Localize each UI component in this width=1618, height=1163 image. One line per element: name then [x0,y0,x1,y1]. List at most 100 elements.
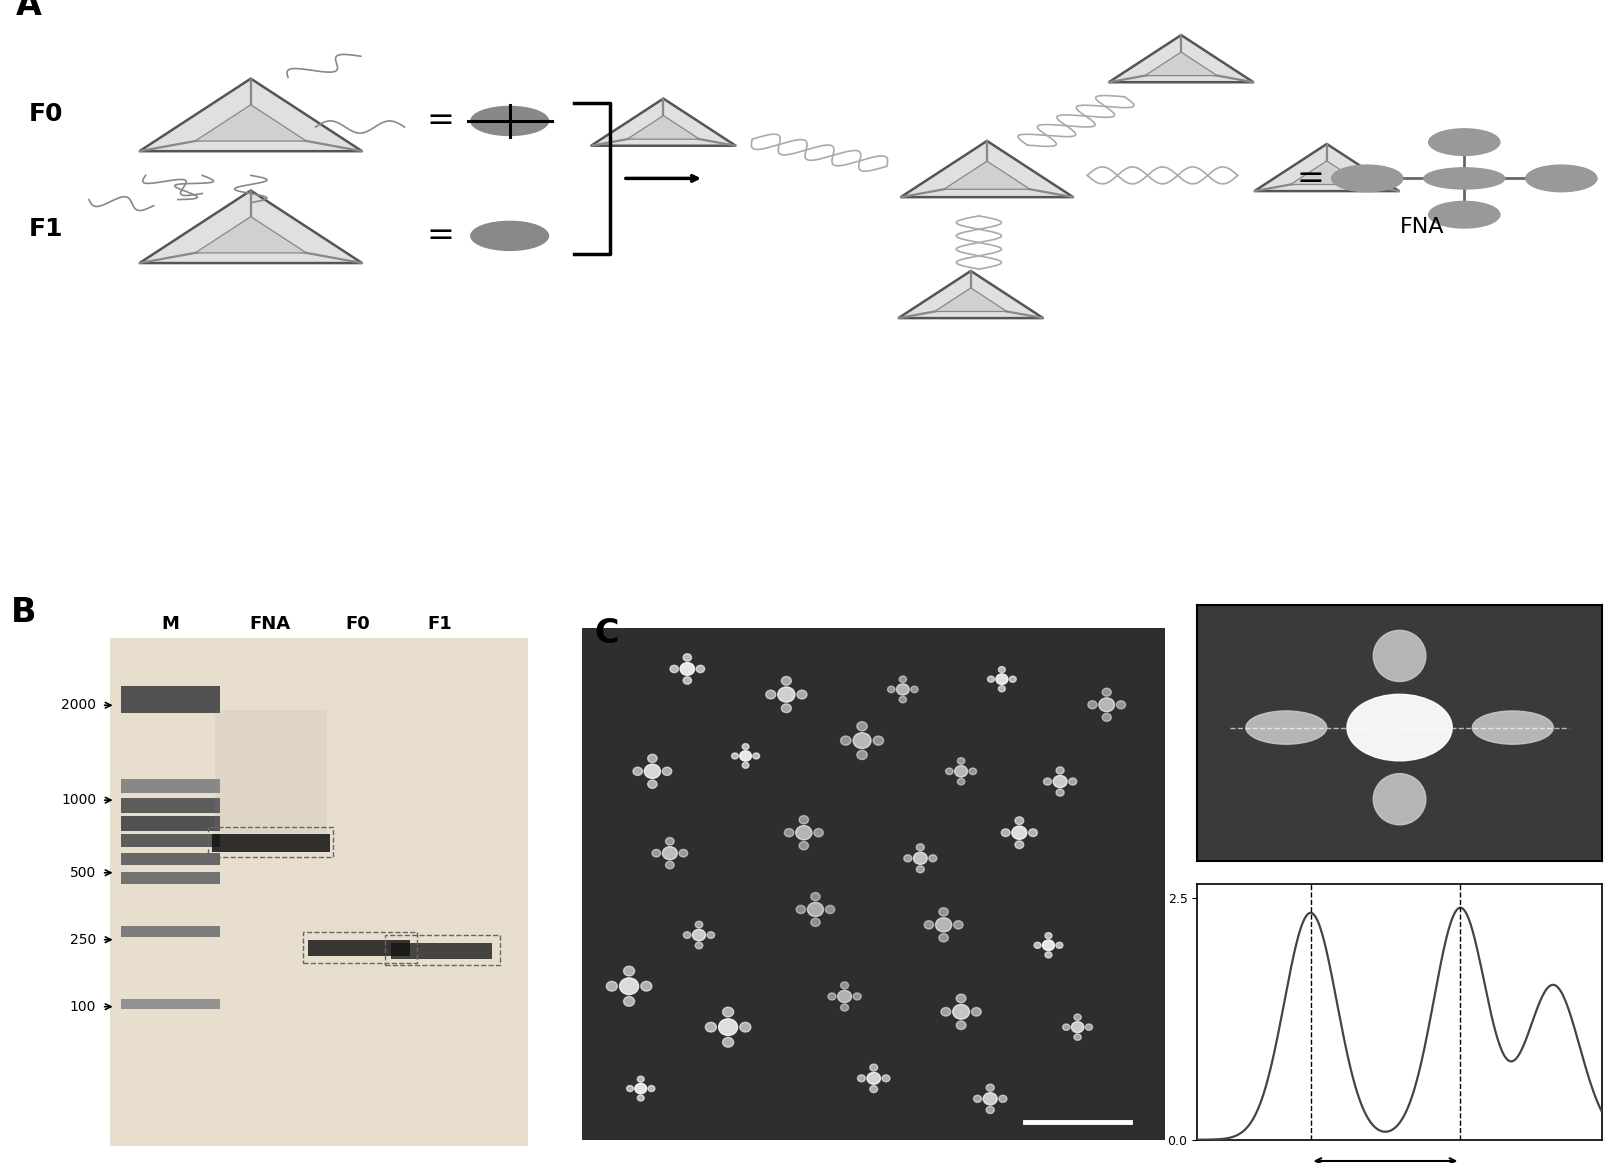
Circle shape [1045,951,1052,958]
Ellipse shape [1246,711,1327,744]
Circle shape [796,905,806,914]
Bar [385,935,500,965]
Circle shape [1526,165,1597,192]
Bar [121,926,220,937]
Circle shape [723,1037,733,1047]
Polygon shape [1146,52,1217,76]
Circle shape [1002,829,1010,836]
Circle shape [998,686,1005,692]
Circle shape [781,704,791,713]
Circle shape [1044,778,1052,785]
Circle shape [1014,841,1024,849]
Text: 250: 250 [70,933,97,947]
Bar [121,852,220,865]
Polygon shape [139,79,362,151]
Circle shape [929,855,937,862]
Circle shape [623,997,634,1006]
Circle shape [825,905,835,914]
Circle shape [1069,778,1076,785]
Circle shape [1074,1014,1081,1020]
Circle shape [984,1093,997,1105]
Text: 2000: 2000 [61,698,97,712]
Circle shape [680,849,688,857]
Circle shape [916,844,924,851]
Circle shape [683,654,691,661]
Polygon shape [196,216,306,252]
Polygon shape [898,271,1044,319]
Circle shape [1071,1021,1084,1033]
Ellipse shape [1374,773,1425,825]
Circle shape [971,1007,981,1016]
Circle shape [911,686,917,693]
Polygon shape [935,288,1006,312]
Polygon shape [1291,160,1362,185]
Text: =: = [426,105,455,137]
Circle shape [718,1019,738,1035]
Circle shape [623,966,634,976]
Circle shape [985,1106,995,1113]
Circle shape [956,994,966,1003]
Circle shape [1014,816,1024,825]
Text: A: A [16,0,42,22]
Circle shape [662,768,671,776]
Circle shape [838,991,851,1003]
Circle shape [785,828,794,837]
Bar [121,999,220,1009]
Circle shape [683,677,691,684]
Circle shape [1063,1023,1069,1030]
Ellipse shape [1424,167,1505,188]
Circle shape [935,918,951,932]
Circle shape [633,768,642,776]
Text: 100: 100 [70,1000,97,1014]
Circle shape [882,1075,890,1082]
Circle shape [958,757,964,764]
Circle shape [969,768,977,775]
Circle shape [995,673,1008,685]
Circle shape [705,1022,717,1032]
Circle shape [870,1064,877,1071]
Polygon shape [1254,144,1400,191]
Circle shape [683,932,691,939]
Text: =: = [426,220,455,252]
Circle shape [723,1007,733,1016]
Bar [209,827,333,857]
Circle shape [1099,698,1115,712]
Circle shape [985,1084,995,1091]
Circle shape [1074,1034,1081,1041]
Circle shape [811,892,820,900]
Circle shape [1053,776,1066,787]
Circle shape [1429,129,1500,156]
Text: F1: F1 [29,216,63,241]
Circle shape [900,676,906,683]
Bar [121,799,220,813]
Circle shape [1045,933,1052,939]
Circle shape [874,736,883,745]
Circle shape [1029,829,1037,836]
Bar [390,943,492,958]
Bar [215,709,327,833]
Circle shape [1034,942,1040,948]
Circle shape [778,687,794,702]
Bar [212,834,330,851]
Circle shape [647,780,657,789]
Circle shape [1429,201,1500,228]
Circle shape [938,908,948,916]
Bar [121,872,220,884]
Circle shape [665,862,675,869]
Circle shape [998,1096,1006,1103]
Circle shape [641,982,652,991]
Circle shape [858,750,867,759]
Circle shape [900,697,906,702]
Bar [121,686,220,713]
Circle shape [781,677,791,685]
Circle shape [1086,1023,1092,1030]
Polygon shape [196,105,306,141]
Circle shape [1042,940,1055,950]
Text: 1000: 1000 [61,793,97,807]
Circle shape [637,1096,644,1101]
Circle shape [607,982,618,991]
Circle shape [1087,701,1097,708]
Bar [121,779,220,793]
Circle shape [693,929,705,941]
Circle shape [914,852,927,864]
